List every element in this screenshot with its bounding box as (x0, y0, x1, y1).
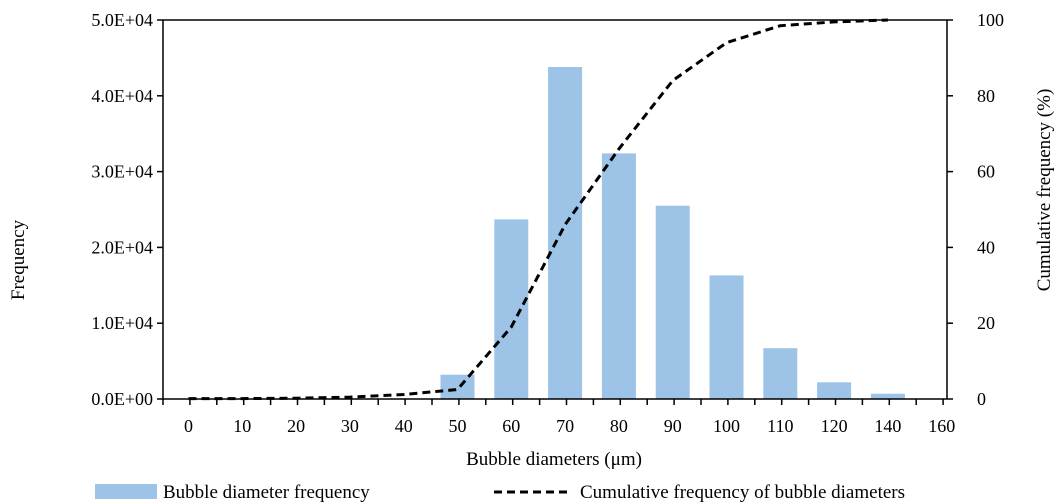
x-tick-label: 40 (395, 416, 413, 436)
x-tick-label: 70 (556, 416, 574, 436)
x-tick-label: 30 (341, 416, 359, 436)
x-tick-label: 10 (233, 416, 251, 436)
x-tick-label: 60 (502, 416, 520, 436)
x-tick-label: 20 (287, 416, 305, 436)
y-right-tick-label: 60 (977, 162, 995, 182)
y-left-tick-label: 2.0E+04 (91, 237, 153, 257)
y-right-tick-label: 80 (977, 86, 995, 106)
bar-120 (817, 382, 852, 399)
x-tick-label: 160 (928, 416, 955, 436)
x-tick-label: 110 (767, 416, 793, 436)
x-axis-title: Bubble diameters (μm) (466, 449, 642, 470)
y-axis-title: Frequency (8, 219, 29, 300)
y2-axis-title: Cumulative frequency (%) (1034, 89, 1055, 292)
line-layer (188, 18, 888, 401)
legend-label-cumulative: Cumulative frequency of bubble diameters (580, 482, 905, 503)
bar-60 (494, 219, 529, 399)
y-right-tick-label: 20 (977, 313, 995, 333)
y-right-tick-label: 0 (977, 389, 986, 409)
bar-140 (870, 393, 905, 399)
y-left-tick-label: 1.0E+04 (91, 313, 153, 333)
axes-layer (162, 19, 948, 400)
bar-70 (548, 67, 583, 399)
x-tick-label: 120 (821, 416, 848, 436)
y-left-tick-label: 0.0E+00 (91, 389, 153, 409)
bar-50 (440, 374, 475, 399)
x-tick-label: 50 (449, 416, 467, 436)
x-tick-label: 90 (664, 416, 682, 436)
x-tick-label: 140 (874, 416, 901, 436)
legend: Bubble diameter frequency Cumulative fre… (95, 482, 905, 503)
x-tick-label: 100 (713, 416, 740, 436)
cumulative-line (188, 18, 888, 401)
y-left-tick-label: 5.0E+04 (91, 10, 153, 30)
bar-100 (709, 275, 744, 399)
ticks-layer: 0.0E+00 1.0E+04 2.0E+04 3.0E+04 4.0E+04 5.0E+… (91, 10, 1004, 436)
bars-layer (440, 67, 905, 399)
y-right-tick-label: 40 (977, 237, 995, 257)
bar-110 (763, 348, 798, 399)
y-right-tick-label: 100 (977, 10, 1004, 30)
y-left-tick-label: 3.0E+04 (91, 162, 153, 182)
x-tick-label: 0 (184, 416, 193, 436)
legend-label-frequency: Bubble diameter frequency (163, 482, 370, 503)
legend-swatch-frequency (95, 484, 157, 499)
bar-90 (655, 205, 690, 399)
x-tick-label: 80 (610, 416, 628, 436)
bar-80 (601, 153, 636, 399)
y-left-tick-label: 4.0E+04 (91, 86, 153, 106)
